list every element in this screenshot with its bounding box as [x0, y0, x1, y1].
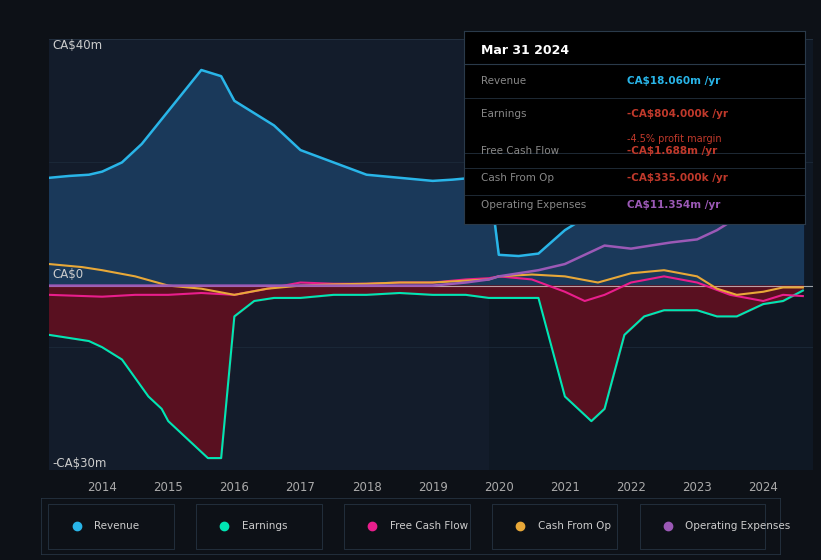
Text: -4.5% profit margin: -4.5% profit margin [627, 134, 722, 144]
Text: Free Cash Flow: Free Cash Flow [390, 521, 468, 531]
Text: Revenue: Revenue [481, 76, 526, 86]
Text: CA$0: CA$0 [53, 268, 84, 281]
Text: -CA$804.000k /yr: -CA$804.000k /yr [627, 109, 728, 119]
Bar [492, 504, 617, 549]
Bar [488, 39, 813, 470]
Text: CA$11.354m /yr: CA$11.354m /yr [627, 200, 721, 209]
Text: Earnings: Earnings [242, 521, 287, 531]
Bar [640, 504, 765, 549]
Text: Free Cash Flow: Free Cash Flow [481, 146, 559, 156]
Text: Cash From Op: Cash From Op [481, 172, 554, 183]
Bar [48, 504, 174, 549]
Text: Revenue: Revenue [94, 521, 140, 531]
Text: Cash From Op: Cash From Op [538, 521, 611, 531]
Text: -CA$335.000k /yr: -CA$335.000k /yr [627, 172, 728, 183]
Text: Operating Expenses: Operating Expenses [686, 521, 791, 531]
Text: Mar 31 2024: Mar 31 2024 [481, 44, 569, 57]
Text: -CA$1.688m /yr: -CA$1.688m /yr [627, 146, 718, 156]
Text: Operating Expenses: Operating Expenses [481, 200, 586, 209]
Bar [196, 504, 322, 549]
Text: -CA$30m: -CA$30m [53, 458, 107, 470]
Text: CA$18.060m /yr: CA$18.060m /yr [627, 76, 721, 86]
Text: CA$40m: CA$40m [53, 39, 103, 52]
Bar [344, 504, 470, 549]
Text: Earnings: Earnings [481, 109, 526, 119]
